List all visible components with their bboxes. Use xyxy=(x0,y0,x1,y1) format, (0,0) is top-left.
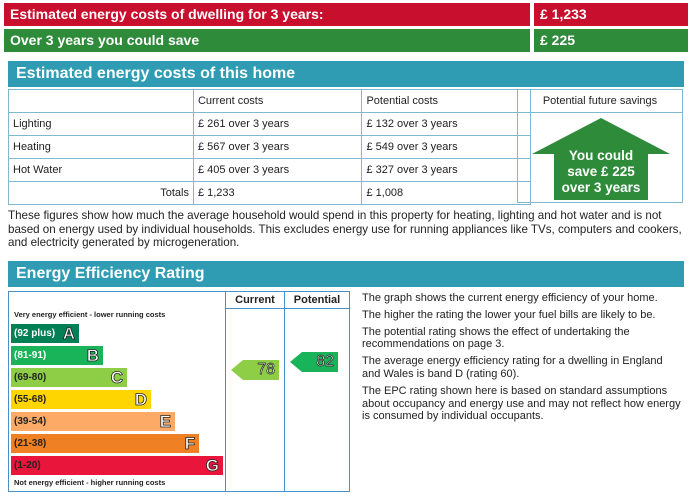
band-e: (39-54) E xyxy=(11,412,175,431)
savings-badge-line3: over 3 years xyxy=(562,180,641,195)
header-future-savings: Potential future savings xyxy=(518,90,682,113)
estimated-costs-value: £ 1,233 xyxy=(540,6,587,22)
savings-arrow-icon: You could save £ 225 over 3 years xyxy=(532,118,670,200)
band-range: (81-91) xyxy=(14,350,47,361)
potential-savings-bar: Over 3 years you could save £ 225 xyxy=(4,29,688,52)
header-blank xyxy=(8,89,194,113)
column-current: Current xyxy=(235,294,275,306)
table-row: Hot Water £ 405 over 3 years £ 327 over … xyxy=(8,158,531,182)
band-c: (69-80) C xyxy=(11,368,127,387)
band-letter: G xyxy=(205,456,219,476)
note-paragraph: The EPC rating shown here is based on st… xyxy=(362,384,681,423)
column-potential: Potential xyxy=(293,294,341,306)
band-range: (21-38) xyxy=(14,438,47,449)
bottom-caption: Not energy efficient - higher running co… xyxy=(14,478,166,487)
arrow-left-icon xyxy=(290,352,338,372)
current-rating-value: 78 xyxy=(257,361,275,379)
costs-description: These figures show how much the average … xyxy=(8,209,682,249)
row-current: £ 405 over 3 years xyxy=(192,158,363,182)
totals-current: £ 1,233 xyxy=(192,181,363,205)
current-rating-arrow: 78 xyxy=(231,360,279,380)
band-letter: C xyxy=(110,368,123,388)
header-potential-costs: Potential costs xyxy=(361,89,531,113)
potential-rating-arrow: 82 xyxy=(290,352,338,372)
potential-savings-value: £ 225 xyxy=(540,32,576,48)
band-g: (1-20) G xyxy=(11,456,223,475)
row-potential: £ 549 over 3 years xyxy=(361,135,531,159)
note-paragraph: The average energy efficiency rating for… xyxy=(362,355,663,380)
band-a: (92 plus) A xyxy=(11,324,79,343)
band-range: (92 plus) xyxy=(14,328,56,339)
totals-label: Totals xyxy=(8,181,194,205)
note-paragraph: The higher the rating the lower your fue… xyxy=(362,308,656,321)
estimated-costs-label: Estimated energy costs of dwelling for 3… xyxy=(10,6,324,22)
costs-header-row: Current costs Potential costs xyxy=(8,89,531,113)
band-range: (39-54) xyxy=(14,416,47,427)
rating-section-title: Energy Efficiency Rating xyxy=(8,261,684,287)
band-b: (81-91) B xyxy=(11,346,103,365)
band-range: (69-80) xyxy=(14,372,47,383)
row-current: £ 567 over 3 years xyxy=(192,135,363,159)
savings-badge-line2: save £ 225 xyxy=(567,164,635,179)
epc-rating-chart: Current Potential Very energy efficient … xyxy=(8,291,350,492)
band-range: (55-68) xyxy=(14,394,47,405)
row-label: Lighting xyxy=(8,112,194,136)
potential-rating-value: 82 xyxy=(316,353,334,371)
row-potential: £ 327 over 3 years xyxy=(361,158,531,182)
costs-table: Current costs Potential costs Lighting £… xyxy=(8,89,531,205)
rating-notes: The graph shows the current energy effic… xyxy=(362,292,682,427)
band-letter: A xyxy=(62,324,75,344)
band-letter: F xyxy=(184,434,195,454)
band-letter: D xyxy=(134,390,147,410)
totals-potential: £ 1,008 xyxy=(361,181,531,205)
arrow-left-icon xyxy=(231,360,279,380)
table-row: Lighting £ 261 over 3 years £ 132 over 3… xyxy=(8,112,531,136)
row-label: Hot Water xyxy=(8,158,194,182)
note-paragraph: The potential rating shows the effect of… xyxy=(362,325,630,351)
band-range: (1-20) xyxy=(14,460,41,471)
note-paragraph: The graph shows the current energy effic… xyxy=(362,292,658,304)
savings-badge-line1: You could xyxy=(569,148,633,163)
row-current: £ 261 over 3 years xyxy=(192,112,363,136)
estimated-costs-bar: Estimated energy costs of dwelling for 3… xyxy=(4,3,688,26)
totals-row: Totals £ 1,233 £ 1,008 xyxy=(8,181,531,205)
costs-section-title: Estimated energy costs of this home xyxy=(8,61,684,87)
row-potential: £ 132 over 3 years xyxy=(361,112,531,136)
table-row: Heating £ 567 over 3 years £ 549 over 3 … xyxy=(8,135,531,159)
band-letter: E xyxy=(159,412,171,432)
header-current-costs: Current costs xyxy=(192,89,363,113)
band-d: (55-68) D xyxy=(11,390,151,409)
top-caption: Very energy efficient - lower running co… xyxy=(14,310,166,319)
row-label: Heating xyxy=(8,135,194,159)
future-savings-box: Potential future savings You could save … xyxy=(517,89,683,203)
band-f: (21-38) F xyxy=(11,434,199,453)
potential-savings-label: Over 3 years you could save xyxy=(10,32,200,48)
band-letter: B xyxy=(86,346,99,366)
